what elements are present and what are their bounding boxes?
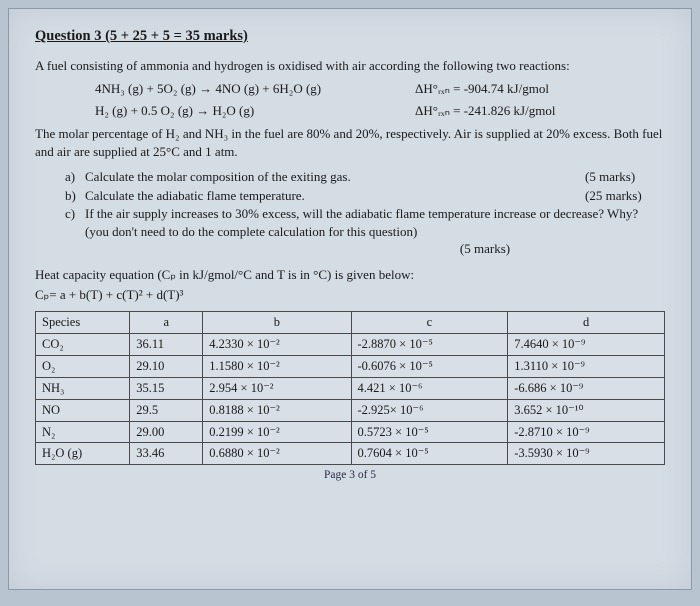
part-a-text: Calculate the molar composition of the e… [85, 168, 585, 186]
part-c-body: If the air supply increases to 30% exces… [85, 206, 638, 239]
part-a: a) Calculate the molar composition of th… [65, 168, 665, 186]
table-row: H₂O (g) 33.46 0.6880 × 10⁻² 0.7604 × 10⁻… [36, 443, 665, 465]
cell: 0.6880 × 10⁻² [203, 443, 351, 465]
cell: 29.10 [130, 355, 203, 377]
cell: -3.5930 × 10⁻⁹ [508, 443, 665, 465]
cell: 2.954 × 10⁻² [203, 377, 351, 399]
cell: 29.5 [130, 399, 203, 421]
cell: -2.8870 × 10⁻⁵ [351, 334, 508, 356]
table-row: NH₃ 35.15 2.954 × 10⁻² 4.421 × 10⁻⁶ -6.6… [36, 377, 665, 399]
part-c-marks: (5 marks) [305, 240, 665, 258]
cell: 7.4640 × 10⁻⁹ [508, 334, 665, 356]
cell: 4.2330 × 10⁻² [203, 334, 351, 356]
table-body: CO₂ 36.11 4.2330 × 10⁻² -2.8870 × 10⁻⁵ 7… [36, 334, 665, 465]
page: Question 3 (5 + 25 + 5 = 35 marks) A fue… [8, 8, 692, 590]
cell: N₂ [36, 421, 130, 443]
part-a-marks: (5 marks) [585, 168, 665, 186]
cell: 0.8188 × 10⁻² [203, 399, 351, 421]
eq2-rhs: ΔH°ᵣₓₙ = -241.826 kJ/gmol [415, 102, 555, 120]
intro-text: A fuel consisting of ammonia and hydroge… [35, 57, 665, 75]
col-c: c [351, 312, 508, 334]
col-d: d [508, 312, 665, 334]
part-c-text: If the air supply increases to 30% exces… [85, 205, 665, 258]
cell: -0.6076 × 10⁻⁵ [351, 355, 508, 377]
cp-description: Heat capacity equation (Cₚ in kJ/gmol/°C… [35, 266, 665, 284]
cell: 1.3110 × 10⁻⁹ [508, 355, 665, 377]
cell: -6.686 × 10⁻⁹ [508, 377, 665, 399]
cell: 0.2199 × 10⁻² [203, 421, 351, 443]
cell: 0.7604 × 10⁻⁵ [351, 443, 508, 465]
cell: NO [36, 399, 130, 421]
part-b-marks: (25 marks) [585, 187, 665, 205]
cell: 35.15 [130, 377, 203, 399]
cell: 4.421 × 10⁻⁶ [351, 377, 508, 399]
question-title: Question 3 (5 + 25 + 5 = 35 marks) [35, 27, 665, 47]
cell: CO₂ [36, 334, 130, 356]
equation-1: 4NH₃ (g) + 5O₂ (g) → 4NO (g) + 6H₂O (g) … [95, 80, 665, 98]
cell: 36.11 [130, 334, 203, 356]
page-footer: Page 3 of 5 [35, 468, 665, 484]
cell: H₂O (g) [36, 443, 130, 465]
table-row: N₂ 29.00 0.2199 × 10⁻² 0.5723 × 10⁻⁵ -2.… [36, 421, 665, 443]
table-row: CO₂ 36.11 4.2330 × 10⁻² -2.8870 × 10⁻⁵ 7… [36, 334, 665, 356]
eq1-lhs: 4NH₃ (g) + 5O₂ (g) → 4NO (g) + 6H₂O (g) [95, 80, 415, 98]
cell: 1.1580 × 10⁻² [203, 355, 351, 377]
col-a: a [130, 312, 203, 334]
part-b: b) Calculate the adiabatic flame tempera… [65, 187, 665, 205]
table-row: NO 29.5 0.8188 × 10⁻² -2.925× 10⁻⁶ 3.652… [36, 399, 665, 421]
cell: NH₃ [36, 377, 130, 399]
part-c: c) If the air supply increases to 30% ex… [65, 205, 665, 258]
eq1-rhs: ΔH°ᵣₓₙ = -904.74 kJ/gmol [415, 80, 549, 98]
cp-equation: Cₚ= a + b(T) + c(T)² + d(T)³ [35, 286, 665, 304]
cell: 33.46 [130, 443, 203, 465]
part-a-label: a) [65, 168, 85, 186]
cell: -2.925× 10⁻⁶ [351, 399, 508, 421]
eq2-lhs: H₂ (g) + 0.5 O₂ (g) → H₂O (g) [95, 102, 415, 120]
part-b-text: Calculate the adiabatic flame temperatur… [85, 187, 585, 205]
part-c-label: c) [65, 205, 85, 258]
equation-2: H₂ (g) + 0.5 O₂ (g) → H₂O (g) ΔH°ᵣₓₙ = -… [95, 102, 665, 120]
table-row: O₂ 29.10 1.1580 × 10⁻² -0.6076 × 10⁻⁵ 1.… [36, 355, 665, 377]
cp-table: Species a b c d CO₂ 36.11 4.2330 × 10⁻² … [35, 311, 665, 465]
cell: O₂ [36, 355, 130, 377]
col-species: Species [36, 312, 130, 334]
cell: 3.652 × 10⁻¹⁰ [508, 399, 665, 421]
table-header-row: Species a b c d [36, 312, 665, 334]
conditions-text: The molar percentage of H₂ and NH₃ in th… [35, 125, 665, 160]
cell: 29.00 [130, 421, 203, 443]
part-b-label: b) [65, 187, 85, 205]
cell: 0.5723 × 10⁻⁵ [351, 421, 508, 443]
parts-list: a) Calculate the molar composition of th… [65, 168, 665, 258]
col-b: b [203, 312, 351, 334]
cell: -2.8710 × 10⁻⁹ [508, 421, 665, 443]
